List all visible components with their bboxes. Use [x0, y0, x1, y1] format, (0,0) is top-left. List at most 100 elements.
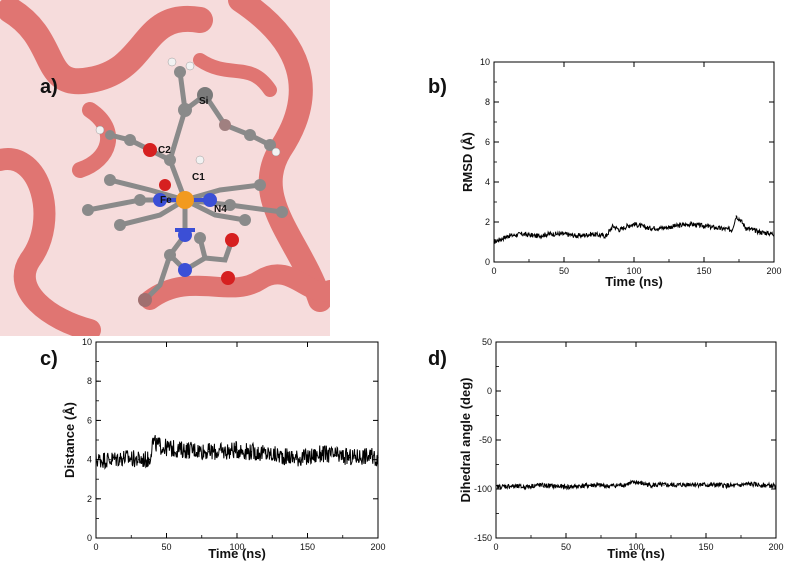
data-point	[551, 485, 553, 487]
data-point	[180, 449, 182, 451]
atom-label-n4: N4	[214, 204, 227, 215]
data-point	[621, 484, 623, 486]
data-point	[535, 235, 537, 237]
y-tick-label: -50	[479, 435, 492, 445]
data-point	[745, 227, 747, 229]
data-point	[775, 485, 777, 487]
data-point	[565, 486, 567, 488]
x-tick-label: 0	[491, 266, 496, 276]
data-point	[377, 457, 379, 459]
x-tick-label: 50	[559, 266, 569, 276]
data-point	[773, 233, 775, 235]
data-point	[689, 223, 691, 225]
x-axis-title: Time (ns)	[605, 274, 663, 289]
data-point	[236, 449, 238, 451]
data-point	[612, 225, 614, 227]
data-point	[151, 441, 153, 443]
x-axis-title: Time (ns)	[607, 546, 665, 561]
data-point	[647, 227, 649, 229]
y-tick-label: 0	[487, 386, 492, 396]
data-point	[677, 484, 679, 486]
data-point	[509, 485, 511, 487]
data-point	[739, 219, 742, 221]
data-point	[109, 459, 111, 461]
data-point	[123, 457, 125, 459]
panel-label-c: c)	[40, 348, 58, 370]
x-tick-label: 200	[766, 266, 781, 276]
x-tick-label: 200	[768, 542, 783, 552]
data-point	[537, 484, 539, 486]
y-axis-title: Dihedral angle (deg)	[458, 378, 473, 503]
y-tick-label: 2	[485, 217, 490, 227]
atom-label-si: Si	[199, 96, 209, 107]
data-point	[593, 484, 595, 486]
data-point	[95, 459, 97, 461]
data-point	[523, 486, 525, 488]
y-tick-label: 8	[485, 97, 490, 107]
data-point	[335, 455, 337, 457]
panel-label-a: a)	[40, 76, 58, 98]
data-point	[626, 225, 628, 227]
data-point	[563, 233, 565, 235]
data-point	[521, 233, 523, 235]
data-point	[222, 451, 224, 453]
data-point	[761, 484, 763, 486]
data-point	[549, 233, 551, 235]
data-point	[208, 451, 210, 453]
data-point	[635, 481, 637, 483]
data-point	[731, 229, 733, 231]
x-tick-label: 100	[626, 266, 641, 276]
x-tick-label: 0	[493, 542, 498, 552]
panel-label-b: b)	[428, 76, 447, 98]
data-point	[717, 227, 719, 229]
plot-frame	[495, 341, 777, 539]
y-axis-title: RMSD (Å)	[460, 132, 475, 192]
chart-c: 0 50 100 150 200 0 2 4 6 8 10 Time (ns) Distance (Å)	[62, 337, 386, 561]
x-tick-label: 50	[161, 542, 171, 552]
data-point	[264, 453, 266, 455]
x-axis-title: Time (ns)	[208, 546, 266, 561]
protein-ribbon	[140, 264, 330, 310]
data-point	[705, 484, 707, 486]
atom-label-c1: C1	[192, 172, 205, 183]
panel-label-d: d)	[428, 348, 447, 370]
data-point	[759, 231, 761, 233]
y-tick-label: 50	[482, 337, 492, 347]
data-point	[747, 483, 749, 485]
data-point	[591, 233, 593, 235]
atom-label-c2: C2	[158, 145, 171, 156]
x-tick-label: 200	[370, 542, 385, 552]
data-point	[663, 484, 665, 486]
data-point	[675, 225, 677, 227]
y-tick-label: 6	[485, 137, 490, 147]
data-point	[719, 484, 721, 486]
data-point	[194, 449, 196, 451]
data-point	[579, 485, 581, 487]
atom-label-fe: Fe	[160, 195, 172, 206]
heme-ligand-model	[82, 57, 288, 307]
data-point	[137, 459, 139, 461]
protein-ribbon	[228, 0, 330, 312]
x-tick-label: 150	[696, 266, 711, 276]
data-point	[250, 451, 252, 453]
data-point	[321, 453, 323, 455]
series-line	[95, 435, 379, 470]
data-point	[158, 445, 161, 447]
data-point	[703, 225, 705, 227]
x-tick-label: 50	[561, 542, 571, 552]
data-point	[495, 486, 497, 488]
protein-ribbon	[0, 148, 101, 336]
protein-ribbon	[0, 0, 213, 95]
data-point	[278, 455, 280, 457]
plot-frame	[95, 341, 379, 539]
x-tick-label: 0	[93, 542, 98, 552]
data-point	[577, 235, 579, 237]
data-point	[363, 455, 365, 457]
molecular-structure-image: Si C2 C1 Fe N4	[0, 0, 330, 336]
data-point	[733, 485, 735, 487]
data-point	[148, 459, 151, 461]
y-tick-label: 6	[87, 415, 92, 425]
data-point	[292, 457, 294, 459]
chart-b: 0 50 100 150 200 0 2 4 6 8 10 Time (ns) RMSD (Å)	[460, 57, 782, 289]
